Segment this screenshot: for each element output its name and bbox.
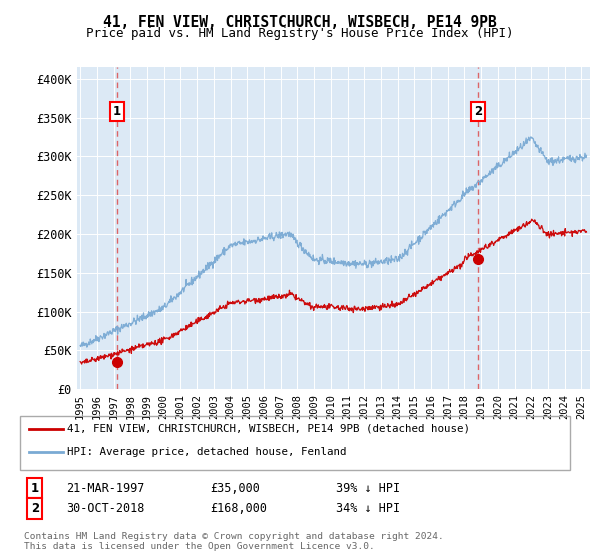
Text: £168,000: £168,000: [210, 502, 267, 515]
Text: 41, FEN VIEW, CHRISTCHURCH, WISBECH, PE14 9PB: 41, FEN VIEW, CHRISTCHURCH, WISBECH, PE1…: [103, 15, 497, 30]
Text: 34% ↓ HPI: 34% ↓ HPI: [336, 502, 400, 515]
Text: 2: 2: [31, 502, 39, 515]
Text: Contains HM Land Registry data © Crown copyright and database right 2024.
This d: Contains HM Land Registry data © Crown c…: [24, 532, 444, 552]
Text: 30-OCT-2018: 30-OCT-2018: [66, 502, 145, 515]
Text: 1: 1: [113, 105, 121, 118]
Text: 1: 1: [31, 482, 39, 495]
Text: Price paid vs. HM Land Registry's House Price Index (HPI): Price paid vs. HM Land Registry's House …: [86, 27, 514, 40]
Text: 2: 2: [474, 105, 482, 118]
Text: HPI: Average price, detached house, Fenland: HPI: Average price, detached house, Fenl…: [67, 447, 347, 458]
Text: 41, FEN VIEW, CHRISTCHURCH, WISBECH, PE14 9PB (detached house): 41, FEN VIEW, CHRISTCHURCH, WISBECH, PE1…: [67, 424, 470, 434]
Text: 39% ↓ HPI: 39% ↓ HPI: [336, 482, 400, 495]
Text: 21-MAR-1997: 21-MAR-1997: [66, 482, 145, 495]
Text: £35,000: £35,000: [210, 482, 260, 495]
